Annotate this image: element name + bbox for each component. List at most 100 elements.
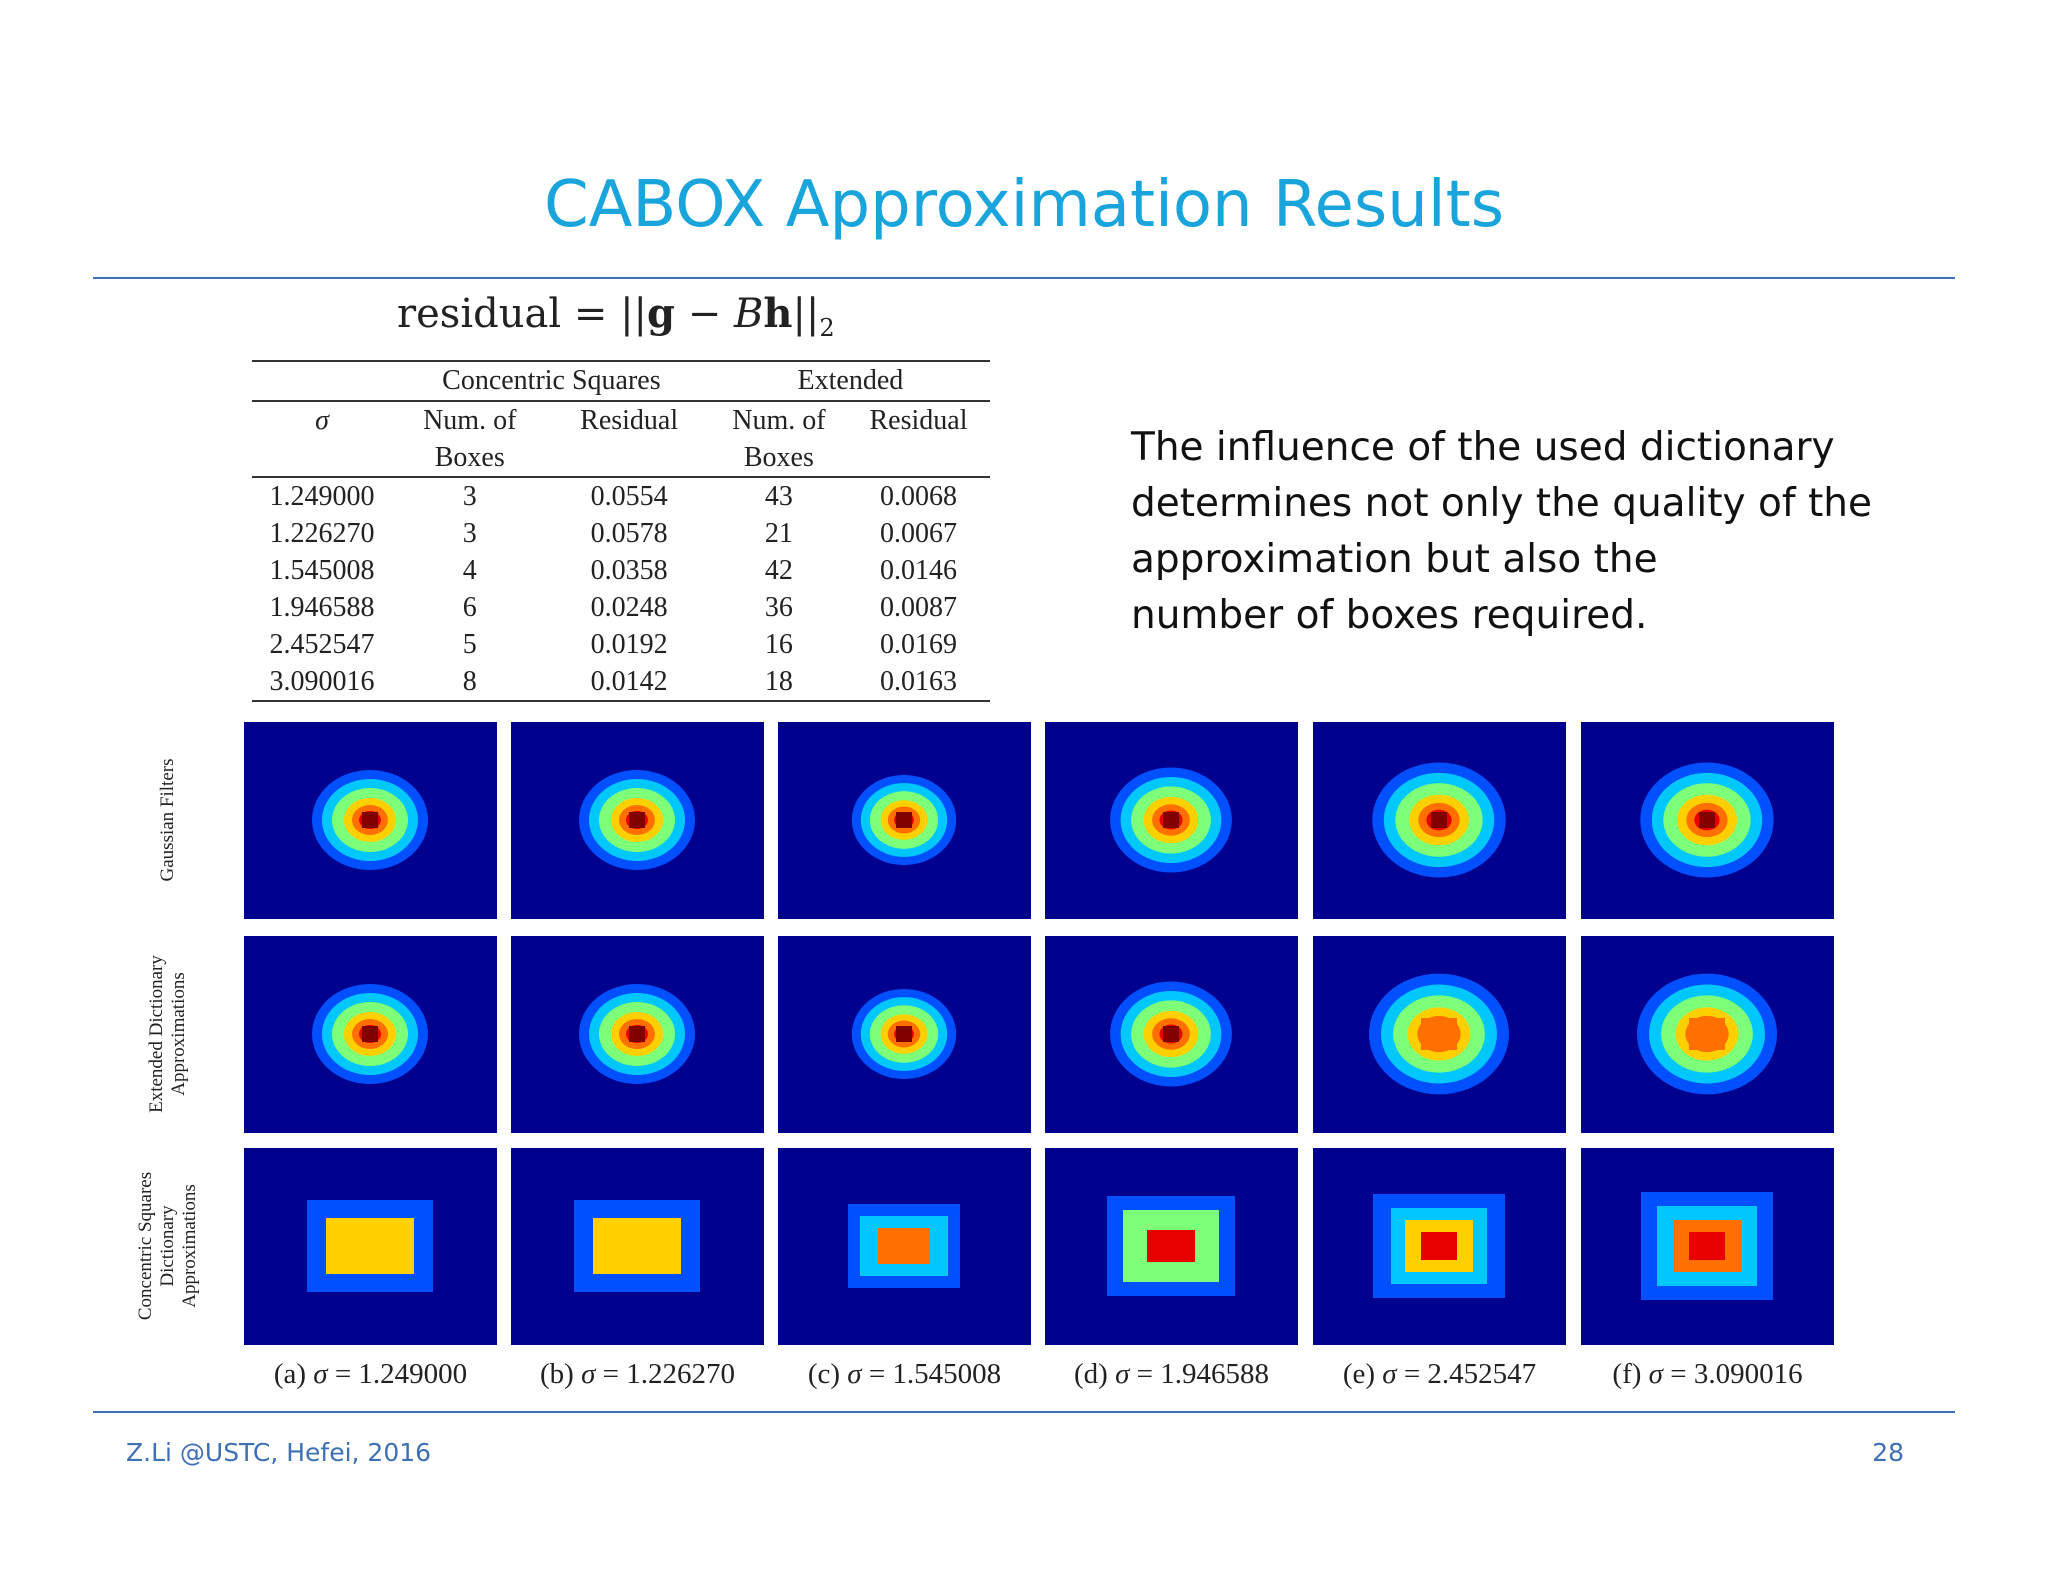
filter-image (1045, 722, 1298, 919)
formula-subscript: 2 (819, 314, 835, 342)
formula-close: || (792, 291, 820, 337)
filter-image (778, 1148, 1031, 1345)
filter-image (1045, 936, 1298, 1133)
table-cell: 6 (462, 591, 477, 623)
subfigure-caption: (a) σ = 1.249000 (244, 1358, 497, 1391)
caption-value: = 1.249000 (327, 1358, 468, 1390)
gaussian-peak (896, 812, 912, 828)
table-cell: 21 (764, 517, 793, 549)
results-table: Concentric Squares Extended σ Num. of Re… (252, 360, 990, 702)
filter-image (1313, 722, 1566, 919)
filter-image (1581, 936, 1834, 1133)
title-divider (93, 277, 1955, 279)
col-header-boxes-cs-line2: Boxes (392, 440, 548, 478)
row-label-line: Gaussian Filters (157, 758, 178, 882)
caption-value: = 1.545008 (861, 1358, 1002, 1390)
subfigure-caption: (d) σ = 1.946588 (1045, 1358, 1298, 1391)
filter-image (1581, 1148, 1834, 1345)
caption-sigma: σ (1115, 1358, 1130, 1390)
table-row: 1.545008 4 0.0358 42 0.0146 (252, 552, 990, 589)
formula-lhs: residual (397, 291, 562, 337)
filter-image (244, 1148, 497, 1345)
caption-prefix: (b) (540, 1358, 582, 1390)
filter-image-svg (579, 984, 695, 1084)
filter-image-svg (1368, 973, 1510, 1095)
filter-image (778, 722, 1031, 919)
col-header-boxes-cs: Num. of (423, 405, 517, 436)
filter-image-svg (1636, 973, 1778, 1095)
formula-eq: = || (561, 291, 648, 337)
filter-image-svg (1107, 1196, 1235, 1296)
filter-image-svg (1641, 1192, 1773, 1300)
gaussian-peak (1163, 1026, 1179, 1042)
gaussian-peak (362, 812, 378, 828)
filter-image (1313, 936, 1566, 1133)
sigma-header: σ (315, 405, 329, 436)
table-cell: 0.0578 (590, 517, 668, 549)
gaussian-peak (629, 812, 645, 828)
table-row: 1.226270 3 0.0578 21 0.0067 (252, 515, 990, 552)
gaussian-peak (1163, 812, 1179, 828)
row-label-line: Concentric Squares (135, 1171, 156, 1321)
caption-prefix: (f) (1612, 1358, 1649, 1390)
filter-image (244, 936, 497, 1133)
group-header-extended: Extended (710, 360, 990, 402)
table-cell: 0.0142 (547, 663, 711, 702)
row-label: Gaussian Filters (157, 720, 179, 920)
table-cell: 0.0192 (590, 628, 668, 660)
formula-minus: − (675, 291, 734, 337)
caption-prefix: (d) (1074, 1358, 1116, 1390)
gaussian-peak (629, 1026, 645, 1042)
gaussian-peak (362, 1026, 378, 1042)
filter-image-svg (851, 989, 957, 1079)
table-cell: 42 (764, 554, 793, 586)
table-cell: 36 (764, 591, 793, 623)
table-cell: 0.0068 (879, 480, 957, 512)
formula-h: h (763, 290, 793, 337)
concentric-square (1421, 1232, 1457, 1260)
table-cell: 0.0087 (879, 591, 957, 623)
row-label: Extended Dictionary Approximations (146, 934, 190, 1134)
subfigure-caption: (e) σ = 2.452547 (1313, 1358, 1566, 1391)
table-cell: 1.946588 (269, 591, 375, 623)
box-approx-core (1689, 1018, 1725, 1050)
caption-sigma: σ (581, 1358, 596, 1390)
table-cell: 0.0163 (846, 663, 990, 702)
caption-prefix: (e) (1342, 1358, 1383, 1390)
group-header-concentric: Concentric Squares (392, 360, 711, 402)
table-cell: 8 (392, 663, 548, 702)
filter-image (1313, 1148, 1566, 1345)
gaussian-peak (896, 1026, 912, 1042)
caption-sigma: σ (1382, 1358, 1397, 1390)
description-line: number of boxes required. (1131, 593, 1648, 638)
row-label-line: Dictionary (157, 1205, 178, 1287)
filter-image-svg (848, 1204, 960, 1288)
table-row: 1.946588 6 0.0248 36 0.0087 (252, 589, 990, 626)
table-cell: 2.452547 (269, 628, 375, 660)
box-approx-core (1421, 1018, 1457, 1050)
footer-divider (93, 1411, 1955, 1413)
filter-image-svg (1110, 981, 1232, 1087)
col-header-boxes-ext: Num. of (732, 405, 826, 436)
caption-prefix: (a) (273, 1358, 314, 1390)
table-row: 3.090016 8 0.0142 18 0.0163 (252, 663, 990, 702)
filter-image (778, 936, 1031, 1133)
subfigure-caption: (c) σ = 1.545008 (778, 1358, 1031, 1391)
residual-formula: residual = ||g − Bh||2 (397, 290, 835, 342)
caption-value: = 1.226270 (595, 1358, 735, 1390)
concentric-square (593, 1218, 681, 1274)
table-row: 2.452547 5 0.0192 16 0.0169 (252, 626, 990, 663)
filter-image (511, 936, 764, 1133)
table-cell: 43 (764, 480, 793, 512)
table-cell: 0.0146 (879, 554, 957, 586)
caption-prefix: (c) (807, 1358, 848, 1390)
caption-value: = 2.452547 (1396, 1358, 1537, 1390)
filter-image-svg (312, 984, 428, 1084)
table-cell: 0.0169 (879, 628, 957, 660)
filter-image-svg (1110, 767, 1232, 873)
table-cell: 18 (710, 663, 847, 702)
caption-sigma: σ (847, 1358, 862, 1390)
caption-value: = 1.946588 (1129, 1358, 1269, 1390)
table-cell: 3 (462, 480, 477, 512)
table-cell: 0.0358 (590, 554, 668, 586)
